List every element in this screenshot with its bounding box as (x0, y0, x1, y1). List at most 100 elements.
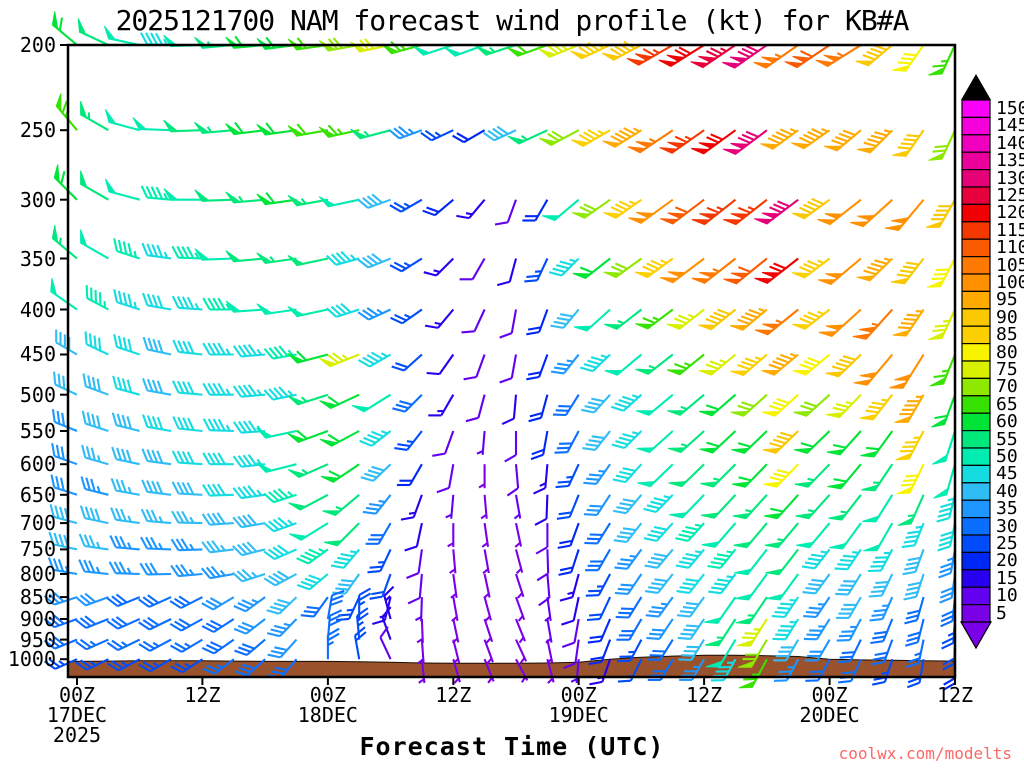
wind-barb (611, 430, 643, 450)
wind-barb (902, 549, 925, 576)
wind-barb (323, 522, 360, 547)
wind-barb (496, 258, 518, 287)
wind-barb (863, 522, 894, 552)
wind-barb (50, 278, 78, 311)
colorbar-cell (961, 377, 991, 397)
wind-barb (538, 42, 580, 58)
wind-barb (43, 614, 78, 629)
wind-barb (200, 565, 234, 580)
wind-barb (894, 394, 925, 423)
wind-barb (483, 618, 494, 644)
wind-barb (627, 129, 674, 154)
wind-barb (318, 196, 360, 208)
wind-barb (113, 289, 141, 311)
wind-barb (730, 393, 768, 417)
pressure-axis-label: 250 (19, 118, 56, 143)
wind-barb (536, 549, 550, 582)
wind-barb (708, 573, 737, 595)
wind-barb (932, 430, 956, 465)
wind-barb (735, 596, 768, 625)
wind-barb (666, 353, 705, 376)
wind-barb (81, 410, 109, 432)
wind-barb (904, 596, 925, 625)
wind-barb (699, 430, 737, 454)
wind-barb (463, 354, 486, 381)
wind-barb (77, 18, 109, 46)
colorbar-cell (961, 221, 991, 240)
wind-barb (804, 639, 831, 662)
wind-barb (583, 494, 611, 516)
wind-barb (418, 659, 426, 684)
wind-barb (225, 250, 266, 263)
wind-barb (853, 353, 894, 386)
date-label: 19DEC (548, 703, 609, 727)
colorbar-cell (961, 290, 991, 310)
wind-barb (548, 257, 580, 277)
wind-barb (556, 494, 580, 520)
wind-barb (555, 463, 580, 489)
time-tick-label: 00Z (309, 683, 346, 707)
wind-barb (406, 549, 423, 579)
wind-barb (738, 658, 768, 689)
pressure-axis-label: 300 (19, 187, 56, 212)
time-tick-label: 00Z (58, 683, 96, 707)
wind-barb (731, 430, 768, 455)
wind-barb (330, 548, 361, 569)
wind-barb (78, 533, 109, 551)
wind-barb (856, 129, 894, 154)
wind-barb (351, 393, 392, 413)
colorbar-value-label: 10 (996, 585, 1018, 607)
wind-barb (803, 618, 831, 641)
colorbar-cell (961, 273, 991, 292)
wind-barb (481, 522, 490, 548)
wind-barb (383, 585, 395, 620)
wind-barb (668, 463, 705, 488)
wind-barb (407, 573, 423, 605)
colorbar-value-label: 40 (996, 480, 1018, 502)
wind-barb (700, 463, 737, 488)
wind-barb (561, 618, 580, 648)
wind-barb (172, 416, 203, 433)
wind-barb (300, 596, 329, 618)
wind-barb (43, 635, 78, 650)
wind-barb (357, 193, 391, 209)
wind-barb (937, 522, 957, 552)
wind-barb (792, 353, 831, 376)
wind-barb (263, 544, 297, 561)
wind-barb (81, 444, 109, 466)
colorbar-cell (961, 343, 991, 362)
wind-barb (287, 463, 329, 479)
wind-barb (80, 229, 109, 260)
wind-barb (802, 573, 831, 595)
wind-barb (554, 430, 580, 454)
wind-barb (444, 44, 485, 57)
wind-barb (825, 353, 862, 378)
wind-barb (617, 639, 643, 663)
wind-barb (764, 522, 800, 549)
wind-barb (643, 494, 674, 514)
wind-barb (51, 11, 78, 46)
colorbar-cell (961, 482, 991, 501)
wind-barb (644, 548, 674, 569)
colorbar-value-label: 30 (996, 515, 1018, 537)
wind-barb (615, 596, 643, 619)
wind-barb (263, 488, 297, 504)
wind-barb (50, 474, 78, 496)
wind-barb (483, 639, 494, 665)
wind-barb (141, 448, 172, 466)
wind-barb (897, 494, 925, 526)
wind-barb (734, 548, 768, 576)
wind-barb (723, 257, 768, 285)
wind-barb (112, 375, 140, 396)
wind-barb (356, 607, 369, 640)
x-axis-title: Forecast Time (UTC) (359, 732, 665, 761)
colorbar-cell (961, 516, 991, 536)
wind-barb (635, 393, 674, 417)
colorbar-value-label: 115 (996, 219, 1024, 241)
wind-barb (163, 119, 203, 133)
wind-barb (892, 129, 925, 158)
wind-barb (526, 354, 549, 381)
wind-barb (678, 639, 705, 661)
wind-barb (53, 164, 78, 201)
wind-barb (572, 257, 611, 280)
